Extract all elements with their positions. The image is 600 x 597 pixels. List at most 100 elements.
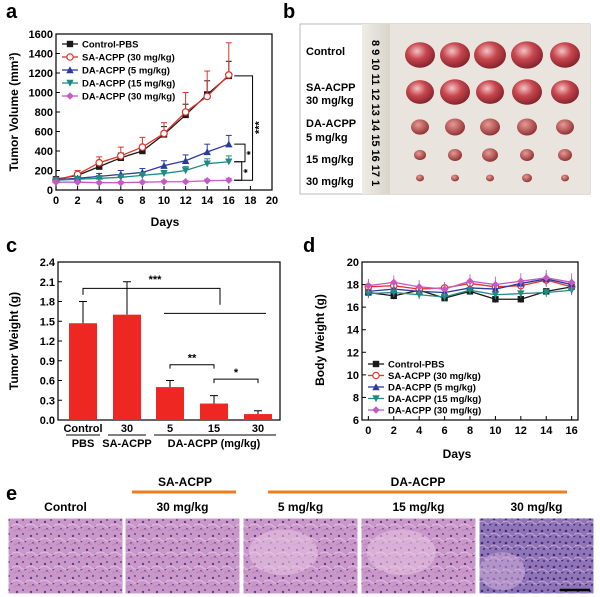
panel-label-a: a	[6, 1, 18, 23]
chart-a-legend-marker	[66, 92, 74, 100]
histology-region	[248, 529, 318, 575]
chart-a-point	[160, 178, 168, 186]
chart-d-point	[567, 278, 576, 287]
chart-a-point	[95, 178, 103, 187]
chart-d-ylabel: Body Weight (g)	[313, 294, 327, 386]
chart-d-legend-label: Control-PBS	[388, 360, 444, 371]
ruler	[362, 24, 390, 194]
histology-tile-label: 5 mg/kg	[278, 500, 323, 514]
chart-d-legend-label: DA-ACPP (15 mg/kg)	[388, 394, 481, 405]
photo-label-da-15: 15 mg/kg	[306, 154, 354, 166]
chart-a-ytick-label: 1200	[29, 68, 53, 80]
chart-a-point	[96, 163, 103, 170]
histology-image	[125, 518, 240, 594]
chart-c-sig-bracket	[169, 364, 215, 369]
tumor-sample	[448, 149, 462, 161]
chart-a-point	[181, 167, 190, 175]
chart-a-ytick-label: 1000	[29, 88, 53, 100]
chart-a-point	[138, 178, 147, 186]
chart-c-ytick-label: 1.5	[40, 316, 55, 328]
chart-a-point	[225, 71, 233, 79]
histology-tile	[242, 517, 359, 595]
chart-d-point	[390, 289, 398, 297]
chart-a-ylabel: Tumor Volume (mm³)	[7, 53, 21, 172]
chart-a-point	[52, 178, 60, 186]
chart-a-point	[181, 178, 190, 186]
chart-a-point	[138, 172, 147, 180]
histology-border	[478, 517, 595, 595]
chart-a-ytick-label: 1400	[29, 49, 53, 61]
tumor-sample	[440, 79, 470, 105]
chart-c-sig-bracket	[213, 378, 259, 384]
chart-a-point	[203, 92, 212, 101]
chart-a-legend-label: DA-ACPP (15 mg/kg)	[82, 79, 175, 90]
chart-c-tumor-weight: 0.0 0.3 0.6 0.9 1.2 1.5 1.8 2.1 2.4 Control 30 5 15 3…	[40, 257, 281, 450]
histology-border	[124, 517, 241, 595]
histology-region	[479, 552, 525, 591]
chart-a-xtick-label: 18	[244, 195, 256, 207]
photo-label-da-30: 30 mg/kg	[306, 176, 354, 188]
chart-a-point	[225, 158, 233, 166]
chart-d-point	[517, 290, 525, 298]
chart-c-bar	[113, 314, 141, 420]
chart-d-xtick-label: 10	[489, 425, 501, 437]
chart-d-legend-label: DA-ACPP (5 mg/kg)	[388, 383, 476, 394]
chart-d-ytick-label: 20	[347, 257, 359, 269]
chart-a-tumor-volume: 0 200 400 600 800 1000 1200 1400 1600 0 2 4 6 8 10 12 14…	[29, 29, 279, 207]
chart-a-point	[138, 143, 147, 151]
chart-a-point	[117, 152, 125, 160]
chart-d-series-da30	[364, 269, 576, 296]
chart-a-sig-label: ***	[254, 120, 266, 134]
chart-d-point	[491, 291, 500, 299]
chart-c-category-label: 5	[167, 423, 173, 435]
chart-d-point	[415, 291, 423, 299]
tumor-sample	[520, 149, 534, 161]
photo-label-sa: SA-ACPP	[306, 82, 356, 94]
chart-d-point	[364, 290, 373, 298]
chart-a-legend-marker	[66, 53, 74, 61]
chart-d-ytick-label: 14	[347, 325, 360, 337]
tumor-sample	[440, 42, 470, 68]
chart-c-bar	[156, 387, 184, 420]
chart-c-category-label: 15	[208, 423, 220, 435]
histology-region	[366, 529, 436, 575]
histology-tile-label: 15 mg/kg	[392, 500, 444, 514]
chart-c-ytick-label: 0.6	[40, 376, 55, 388]
tumor-sample	[476, 80, 504, 104]
chart-a-point	[160, 170, 168, 178]
chart-a-sig-bracket	[234, 143, 246, 163]
chart-d-xtick-label: 12	[515, 425, 527, 437]
histology-group-da: DA-ACPP	[391, 475, 446, 489]
tumor-sample	[414, 149, 426, 161]
chart-a-point	[73, 178, 82, 186]
histology-border	[7, 517, 124, 595]
chart-a-xtick-label: 0	[53, 195, 59, 207]
histology-tile	[360, 517, 477, 595]
chart-c-category-label: Control	[63, 423, 102, 435]
tumor-sample	[550, 42, 580, 68]
tumor-sample	[512, 79, 542, 105]
histology-tile	[7, 517, 124, 595]
histology-tile	[124, 517, 241, 595]
histology-tile	[478, 517, 595, 595]
chart-c-group-label: DA-ACPP (mg/kg)	[168, 438, 261, 450]
panel-label-b: b	[283, 1, 295, 23]
chart-a-sig-bracket	[234, 75, 254, 181]
chart-a-xtick-label: 8	[139, 195, 145, 207]
histology-tile-label: Control	[44, 500, 87, 514]
chart-a-xtick-label: 2	[75, 195, 81, 207]
chart-c-ytick-label: 2.4	[40, 257, 56, 269]
photo-label-da: DA-ACPP	[306, 118, 356, 130]
panel-label-e: e	[6, 483, 17, 505]
chart-a-point	[160, 161, 168, 169]
chart-a-point	[117, 174, 125, 182]
tumor-sample	[474, 41, 506, 69]
chart-a-point	[160, 129, 168, 138]
chart-d-xtick-label: 0	[365, 425, 371, 437]
chart-a-series-sa30	[52, 42, 233, 185]
chart-d-xtick-label: 8	[467, 425, 473, 437]
photo-label-sa-dose: 30 mg/kg	[306, 95, 354, 107]
chart-c-ytick-label: 2.1	[40, 277, 55, 289]
chart-d-ytick-label: 8	[353, 392, 359, 404]
chart-a-legend-label: DA-ACPP (5 mg/kg)	[82, 66, 170, 77]
